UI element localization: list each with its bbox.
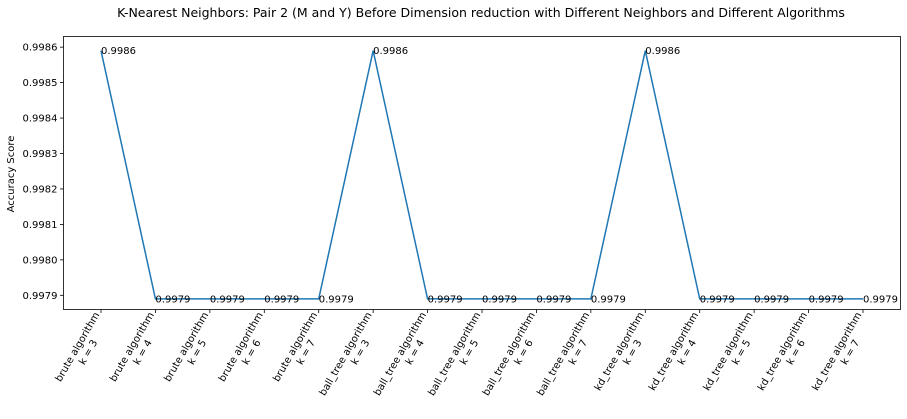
data-label: 0.9979 [155,294,190,305]
y-tick-label: 0.9980 [23,255,58,266]
data-label: 0.9979 [754,294,789,305]
data-label: 0.9979 [264,294,299,305]
data-label: 0.9979 [428,294,463,305]
y-tick-label: 0.9982 [23,184,58,195]
data-label: 0.9979 [210,294,245,305]
y-tick-label: 0.9986 [23,43,58,54]
y-axis: 0.9979 0.9980 0.9981 0.9982 0.9983 0.9984 0.99… [23,43,64,302]
y-tick-label: 0.9985 [23,78,58,89]
chart-title: K-Nearest Neighbors: Pair 2 (M and Y) Be… [117,5,845,20]
plot-frame [63,36,901,310]
data-label: 0.9986 [373,46,408,57]
data-labels: 0.9986 0.9979 0.9979 0.9979 0.9979 0.9986 0.99… [101,46,898,305]
data-label: 0.9979 [482,294,517,305]
y-tick-label: 0.9983 [23,149,58,160]
data-label: 0.9986 [645,46,680,57]
data-label: 0.9986 [101,46,136,57]
data-label: 0.9979 [863,294,898,305]
data-label: 0.9979 [700,294,735,305]
y-tick-label: 0.9984 [23,114,58,125]
y-tick-label: 0.9981 [23,220,58,231]
data-label: 0.9979 [591,294,626,305]
data-label: 0.9979 [809,294,844,305]
y-tick-label: 0.9979 [23,291,58,302]
y-axis-label: Accuracy Score [6,136,17,213]
series-line [100,50,863,300]
data-label: 0.9979 [319,294,354,305]
data-label: 0.9979 [536,294,571,305]
